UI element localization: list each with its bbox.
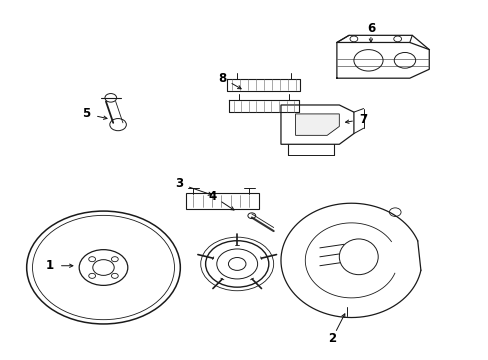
FancyBboxPatch shape bbox=[186, 193, 259, 208]
Text: 5: 5 bbox=[82, 107, 90, 120]
Circle shape bbox=[205, 241, 268, 287]
Text: 2: 2 bbox=[327, 333, 335, 346]
Polygon shape bbox=[295, 114, 339, 135]
Ellipse shape bbox=[339, 239, 377, 275]
Circle shape bbox=[349, 36, 357, 42]
Text: 6: 6 bbox=[366, 22, 374, 35]
Circle shape bbox=[27, 211, 180, 324]
Circle shape bbox=[393, 36, 401, 42]
Polygon shape bbox=[281, 105, 353, 144]
Text: 1: 1 bbox=[46, 259, 54, 272]
Text: 3: 3 bbox=[174, 177, 183, 190]
Text: 7: 7 bbox=[359, 113, 367, 126]
Text: 8: 8 bbox=[218, 72, 226, 85]
Text: 4: 4 bbox=[208, 190, 217, 203]
